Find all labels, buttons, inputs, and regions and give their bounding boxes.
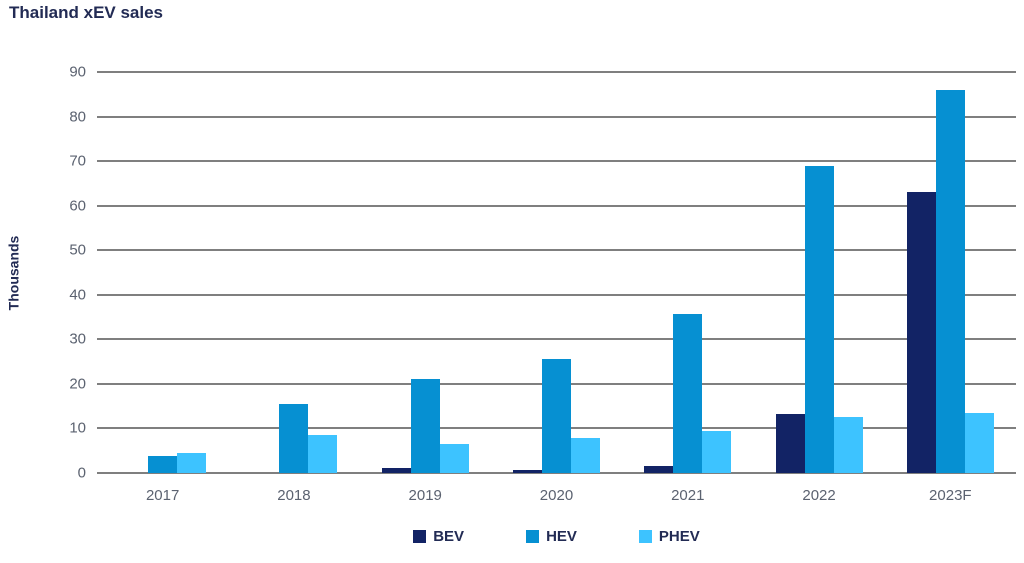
bar-row-2021 (644, 72, 732, 473)
bar-2021-phev (702, 431, 732, 473)
x-tick-label-2022: 2022 (802, 487, 836, 504)
gridline-70 (97, 160, 1016, 163)
bar-2023f-phev (964, 413, 994, 473)
bar-2020-hev (541, 358, 571, 473)
bar-group-2023f (885, 72, 1016, 473)
bar-2020-phev (570, 437, 600, 473)
legend-swatch-phev (638, 530, 652, 543)
gridline-50 (97, 249, 1016, 252)
x-tick-label-2018: 2018 (277, 487, 311, 504)
bar-2023f-bev (906, 192, 936, 473)
y-tick-label-10: 10 (69, 419, 86, 437)
y-axis: 0 10 20 30 40 50 60 70 80 90 (0, 64, 86, 482)
legend-swatch-bev (413, 530, 427, 543)
x-tick-label-2017: 2017 (145, 487, 180, 504)
legend-label-hev: HEV (546, 528, 577, 545)
y-tick-label-0: 0 (77, 464, 86, 482)
y-tick-label-20: 20 (69, 375, 86, 393)
gridline-30 (97, 338, 1016, 341)
y-tick-label-60: 60 (69, 197, 86, 215)
bar-row-2019 (381, 72, 469, 473)
bar-2021-hev (673, 314, 703, 473)
y-tick-label-90: 90 (69, 63, 86, 81)
bar-group-2017 (97, 72, 228, 473)
bar-row-2023f (906, 72, 994, 473)
bar-2018-phev (308, 435, 338, 473)
bar-group-2022 (753, 72, 884, 473)
bar-2022-phev (833, 416, 863, 473)
x-tick-label-2023f: 2023F (929, 487, 972, 504)
legend-label-phev: PHEV (658, 528, 700, 545)
y-tick-label-40: 40 (69, 286, 86, 304)
bar-2021-bev (644, 465, 674, 473)
legend-item-phev: PHEV (638, 528, 700, 545)
bar-row-2018 (250, 72, 338, 473)
y-tick-label-50: 50 (69, 241, 86, 259)
chart-title: Thailand xEV sales (9, 3, 164, 22)
gridline-90 (97, 71, 1016, 73)
bar-2019-hev (410, 379, 440, 473)
bar-2022-hev (804, 165, 834, 473)
bar-row-2017 (119, 72, 207, 473)
y-tick-label-80: 80 (69, 108, 86, 126)
bar-2019-phev (439, 443, 469, 473)
bar-2022-bev (775, 413, 805, 473)
x-tick-label-2019: 2019 (408, 487, 442, 504)
bar-group-2020 (491, 72, 622, 473)
y-tick-label-30: 30 (69, 330, 86, 348)
bar-2017-hev (148, 456, 178, 473)
bar-2019-bev (381, 467, 411, 473)
legend-swatch-hev (526, 530, 540, 543)
bar-groups (97, 72, 1016, 473)
gridline-0 (97, 472, 1016, 474)
bar-group-2021 (622, 72, 753, 473)
legend-item-bev: BEV (413, 528, 464, 545)
x-axis: 2017 2018 2019 2020 2021 2022 2023F (97, 483, 1016, 509)
legend-label-bev: BEV (433, 528, 465, 545)
bar-2018-hev (279, 403, 309, 473)
x-tick-label-2021: 2021 (671, 487, 705, 504)
bar-group-2018 (228, 72, 359, 473)
bar-row-2022 (775, 72, 863, 473)
gridline-40 (97, 293, 1016, 296)
bar-row-2020 (512, 72, 600, 473)
gridline-80 (97, 115, 1016, 118)
x-tick-label-2020: 2020 (539, 487, 574, 504)
plot-area (97, 71, 1016, 474)
bar-2017-phev (177, 452, 207, 473)
y-tick-label-70: 70 (69, 152, 86, 170)
legend: BEV HEV PHEV (97, 528, 1016, 545)
gridline-60 (97, 204, 1016, 207)
bar-2023f-hev (935, 89, 965, 473)
legend-item-hev: HEV (526, 528, 577, 545)
bar-2020-bev (512, 469, 542, 473)
bar-group-2019 (360, 72, 491, 473)
